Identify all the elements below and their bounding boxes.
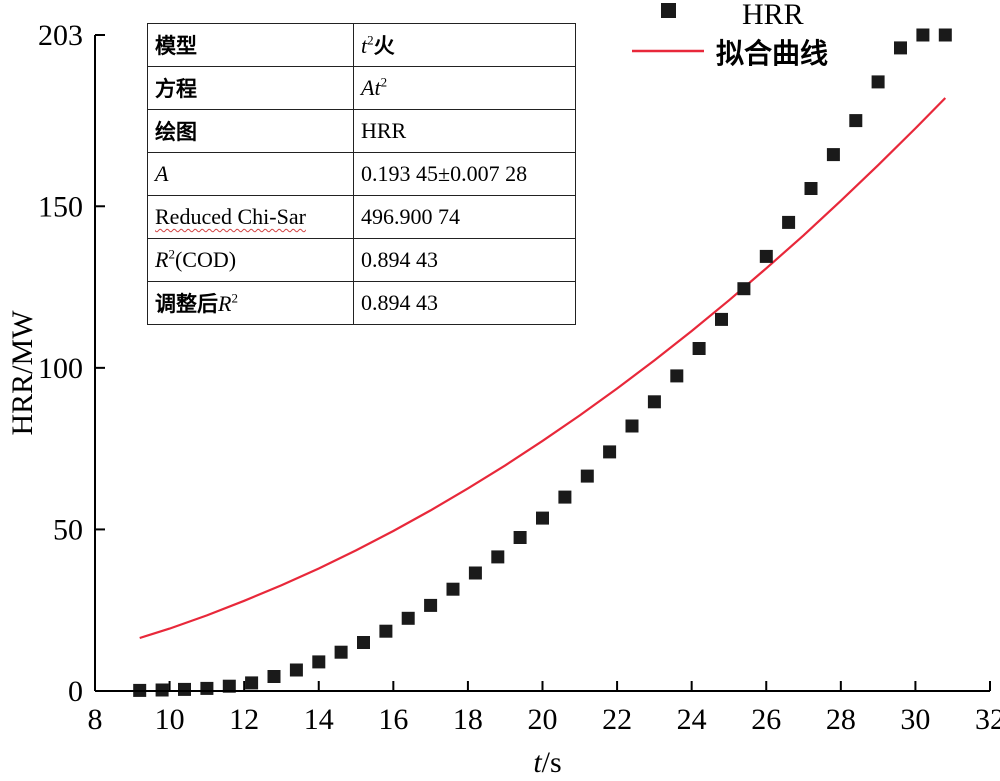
hrr-data-point	[558, 490, 572, 504]
label-rest: (COD)	[174, 247, 237, 272]
hrr-data-point	[401, 611, 415, 625]
legend-hrr-marker	[661, 3, 676, 18]
y-tick-label: 0	[68, 675, 83, 708]
y-tick-label: 203	[38, 19, 83, 52]
x-tick-label: 32	[975, 703, 1000, 736]
value-sup: 2	[380, 74, 388, 90]
hrr-data-point	[267, 670, 281, 683]
x-tick-label: 30	[900, 703, 930, 736]
value-italic: At	[361, 75, 381, 100]
hrr-data-point	[178, 682, 191, 696]
row-value: HRR	[353, 109, 576, 153]
hrr-data-point	[289, 663, 303, 677]
x-tick-label: 10	[155, 703, 185, 736]
hrr-data-point	[312, 655, 326, 669]
label-italic: R	[218, 291, 232, 316]
row-value: 0.894 43	[353, 238, 576, 282]
hrr-data-point	[759, 249, 773, 263]
hrr-data-point	[625, 419, 639, 433]
legend-fit-label: 拟合曲线	[716, 37, 828, 70]
hrr-data-point	[357, 636, 370, 649]
hrr-data-point	[849, 114, 863, 128]
x-tick-label: 8	[88, 703, 103, 736]
x-tick-label: 22	[602, 703, 632, 736]
hrr-data-point	[580, 469, 594, 483]
table-row: R2(COD) 0.894 43	[147, 238, 576, 282]
hrr-data-point	[513, 531, 527, 544]
hrr-data-point	[222, 679, 236, 693]
value-rest: 火	[373, 34, 395, 58]
table-row: 绘图 HRR	[147, 109, 576, 153]
x-tick-label: 14	[304, 703, 334, 736]
table-row: A 0.193 45±0.007 28	[147, 152, 576, 196]
hrr-data-point	[603, 445, 617, 459]
label-cn: 调整后	[155, 292, 218, 316]
table-row: 方程 At2	[147, 66, 576, 110]
x-tick-label: 24	[677, 703, 707, 736]
fit-curve-line	[139, 97, 947, 640]
hrr-data-point	[536, 511, 549, 525]
row-label: 模型	[147, 23, 354, 67]
hrr-data-point	[647, 395, 661, 409]
row-value: t2火	[353, 23, 576, 67]
row-label: R2(COD)	[147, 238, 354, 282]
y-axis-title: HRR/MW	[6, 310, 39, 436]
legend: HRR 拟合曲线	[632, 0, 828, 70]
hrr-data-point	[715, 312, 728, 326]
x-tick-label: 20	[528, 703, 558, 736]
label-sup: 2	[231, 290, 238, 306]
hrr-data-point	[782, 215, 796, 229]
row-value: 496.900 74	[353, 195, 576, 239]
row-value: 0.894 43	[353, 281, 576, 325]
value-sup: 2	[367, 32, 374, 48]
hrr-data-point	[692, 342, 706, 355]
x-tick-label: 16	[378, 703, 408, 736]
hrr-data-point	[446, 582, 460, 596]
table-row: 调整后R2 0.894 43	[147, 281, 576, 325]
row-label-text: Reduced Chi-Sar	[155, 204, 306, 229]
x-tick-label: 12	[229, 703, 259, 736]
hrr-data-point	[424, 598, 438, 612]
hrr-data-point	[804, 182, 818, 195]
table-row: Reduced Chi-Sar 496.900 74	[147, 195, 576, 239]
hrr-data-point	[334, 645, 348, 659]
y-tick-label: 50	[53, 513, 83, 546]
hrr-data-point	[468, 566, 482, 580]
row-value: 0.193 45±0.007 28	[353, 152, 576, 196]
hrr-data-point	[894, 41, 907, 55]
x-tick-label: 18	[453, 703, 483, 736]
row-label: 方程	[147, 66, 354, 110]
table-row: 模型 t2火	[147, 23, 576, 67]
hrr-data-point	[670, 369, 684, 383]
hrr-data-point	[379, 624, 393, 638]
x-tick-label: 26	[751, 703, 781, 736]
x-tick-label: 28	[826, 703, 856, 736]
legend-hrr-label: HRR	[742, 0, 804, 31]
hrr-data-point	[491, 550, 505, 564]
x-axis-title: t/s	[533, 746, 561, 779]
hrr-data-point	[737, 282, 751, 296]
value-italic: t	[361, 33, 368, 58]
hrr-data-point	[200, 681, 214, 695]
row-label: 调整后R2	[147, 281, 354, 325]
label-italic: R	[155, 247, 169, 272]
hrr-data-point	[245, 676, 259, 690]
hrr-data-point	[826, 148, 840, 162]
row-label: A	[147, 152, 354, 196]
y-tick-label: 150	[38, 190, 83, 223]
hrr-data-point	[938, 28, 952, 42]
y-tick-label: 100	[38, 352, 83, 385]
fit-statistics-table: 模型 t2火 方程 At2 绘图 HRR A 0.193 45±0.007 28…	[147, 23, 576, 325]
row-label: Reduced Chi-Sar	[147, 195, 354, 239]
hrr-data-point	[871, 75, 885, 89]
row-value: At2	[353, 66, 576, 110]
row-label: 绘图	[147, 109, 354, 153]
hrr-data-point	[916, 28, 930, 42]
label-sup: 2	[168, 246, 175, 262]
